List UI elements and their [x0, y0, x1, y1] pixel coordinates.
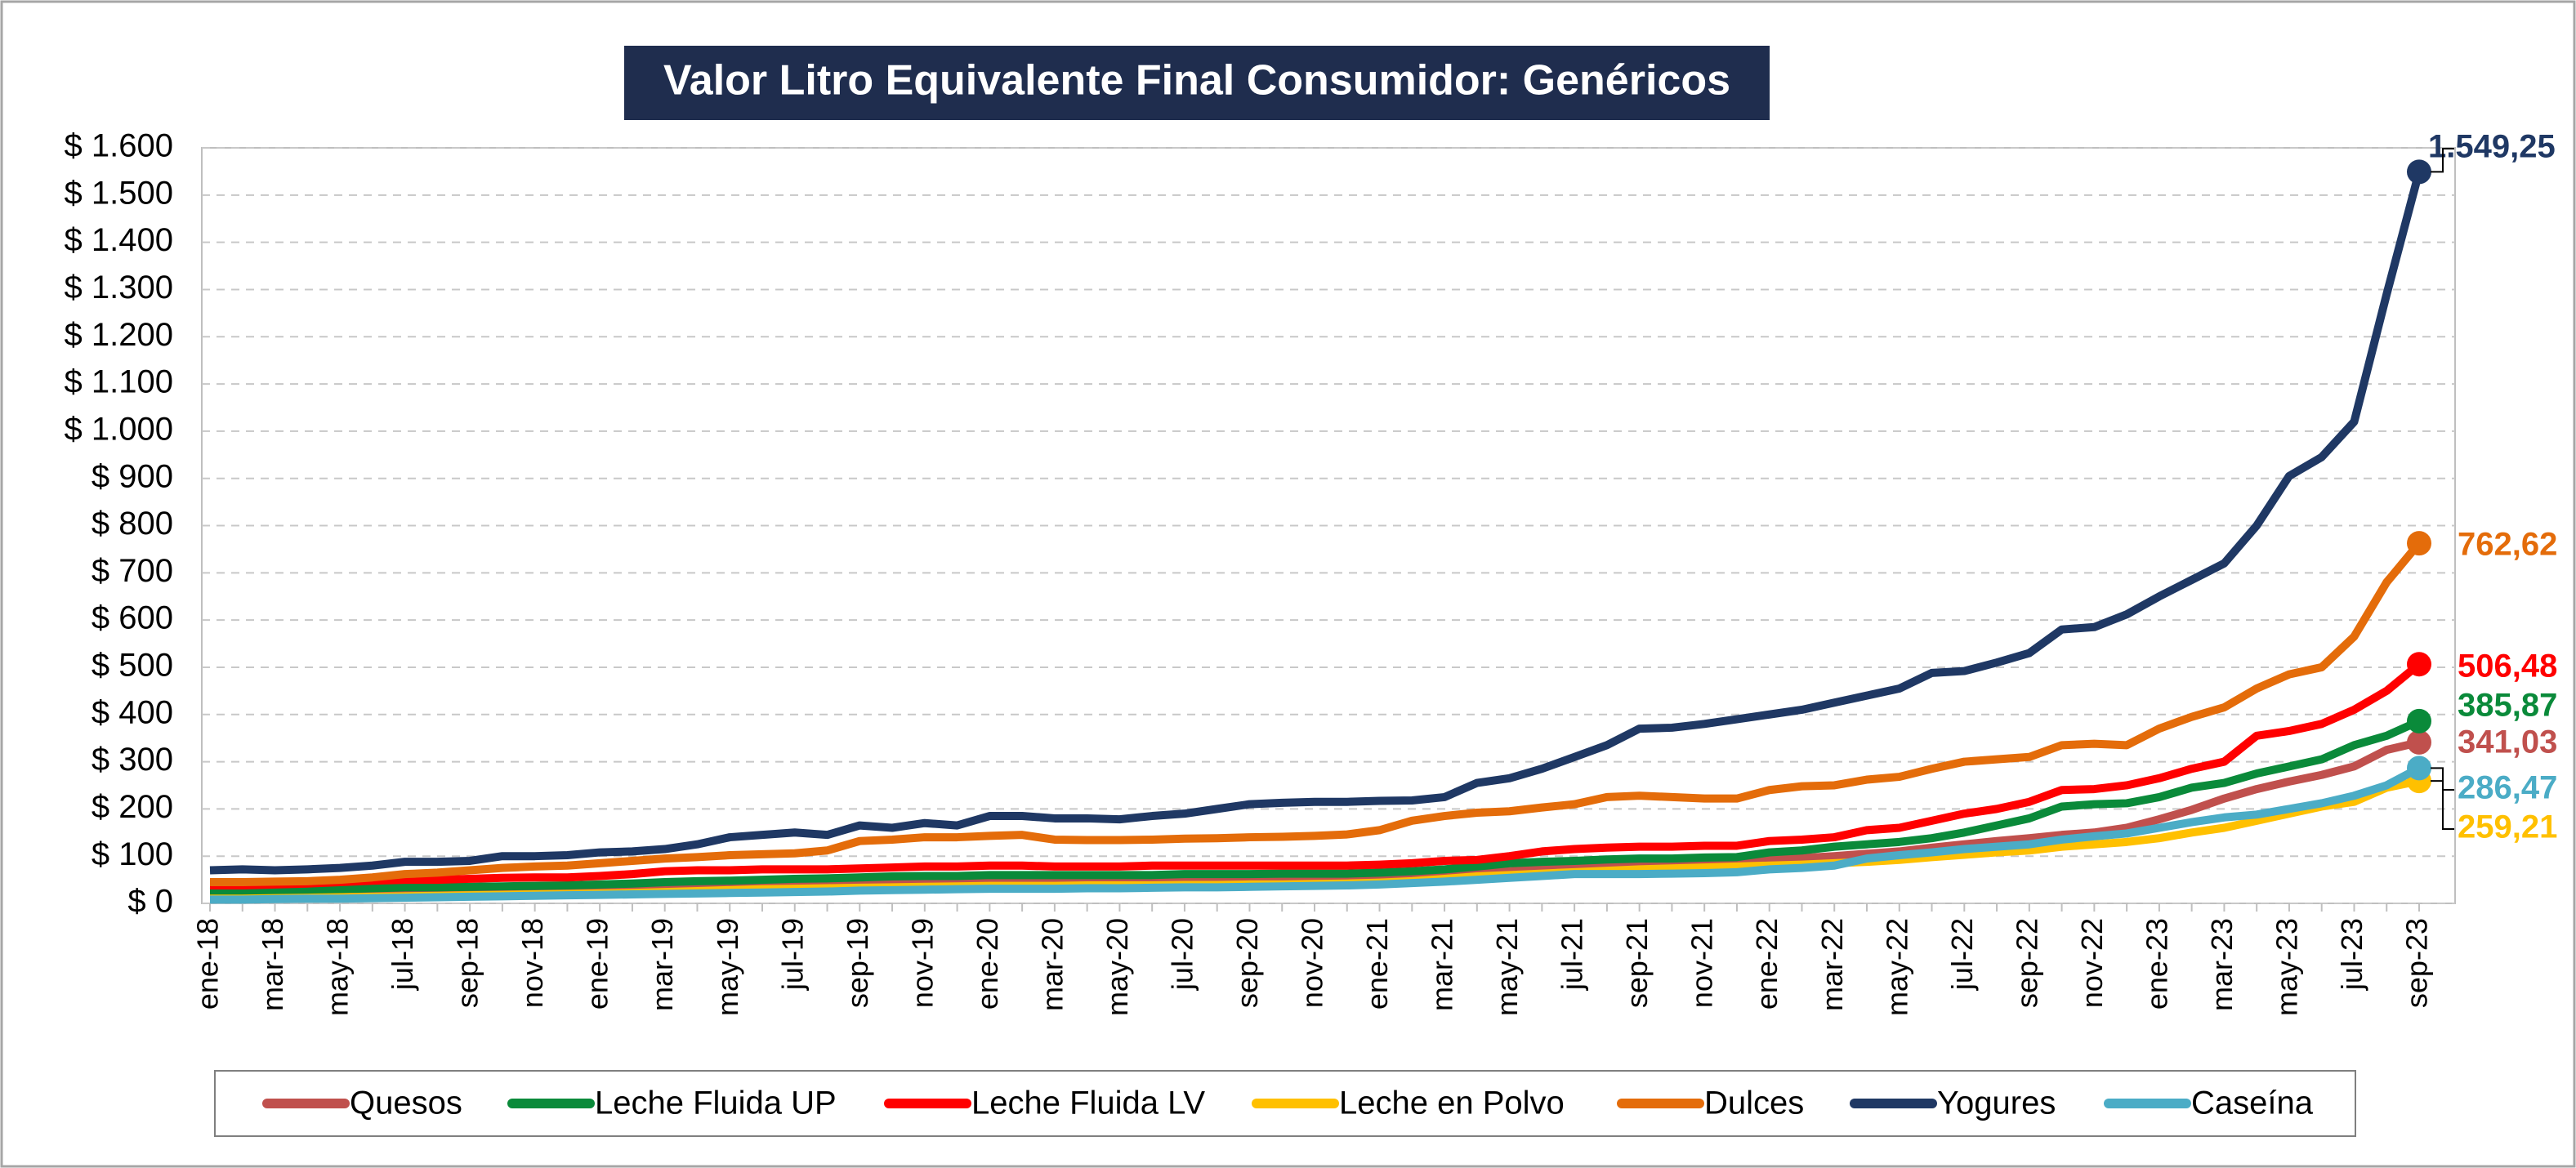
- value-label: 341,03: [2458, 724, 2557, 760]
- x-tick-label: nov-18: [516, 918, 549, 1008]
- x-tick-label: jul-21: [1556, 918, 1589, 991]
- x-tick-label: jul-19: [775, 918, 809, 991]
- x-tick-label: ene-18: [191, 918, 225, 1010]
- x-tick-label: mar-21: [1426, 918, 1459, 1011]
- x-tick-label: mar-19: [645, 918, 679, 1011]
- series-line: [209, 717, 2422, 896]
- series-line: [210, 661, 2422, 890]
- y-tick-label: $ 1.100: [65, 364, 173, 400]
- x-tick-label: mar-23: [2205, 918, 2239, 1011]
- x-tick-label: may-22: [1880, 918, 1913, 1016]
- y-tick-label: $ 300: [92, 742, 173, 778]
- x-tick-label: sep-18: [451, 918, 484, 1008]
- x-tick-label: jul-18: [386, 918, 419, 991]
- x-tick-label: jul-22: [1945, 918, 1979, 991]
- title-box: [624, 46, 1770, 120]
- y-tick-label: $ 1.400: [65, 222, 173, 258]
- y-tick-label: $ 800: [92, 506, 173, 542]
- value-label: 259,21: [2458, 809, 2557, 845]
- end-marker: [2407, 531, 2431, 556]
- value-label: 762,62: [2458, 527, 2557, 563]
- y-tick-label: $ 1.200: [65, 317, 173, 353]
- x-tick-label: ene-22: [1750, 918, 1784, 1010]
- y-tick-label: $ 200: [92, 789, 173, 825]
- end-marker: [2407, 159, 2431, 185]
- legend-label: Leche en Polvo: [1339, 1086, 1565, 1121]
- value-label: 1.549,25: [2428, 129, 2556, 165]
- legend-label: Yogures: [1937, 1086, 2056, 1121]
- value-label: 385,87: [2458, 688, 2557, 724]
- x-tick-label: may-23: [2270, 918, 2303, 1016]
- x-tick-label: sep-22: [2010, 918, 2043, 1008]
- x-tick-label: may-21: [1490, 918, 1524, 1016]
- leader-line: [2431, 767, 2454, 791]
- x-tick-label: nov-21: [1685, 918, 1719, 1008]
- legend-label: Leche Fluida LV: [971, 1086, 1205, 1121]
- x-tick-label: jul-20: [1165, 918, 1199, 991]
- x-tick-label: ene-23: [2140, 918, 2173, 1010]
- end-marker: [2407, 729, 2431, 755]
- y-tick-label: $ 1.000: [65, 411, 173, 447]
- y-tick-label: $ 400: [92, 694, 173, 730]
- x-tick-label: sep-19: [841, 918, 874, 1008]
- leader-line: [2431, 148, 2454, 173]
- end-marker: [2407, 708, 2431, 733]
- y-tick-label: $ 600: [92, 600, 173, 636]
- chart-title: Valor Litro Equivalente Final Consumidor…: [663, 57, 1730, 105]
- series-line: [210, 764, 2422, 904]
- x-tick-label: ene-21: [1360, 918, 1394, 1010]
- y-tick-label: $ 0: [127, 884, 173, 920]
- x-tick-label: may-19: [711, 918, 744, 1016]
- legend-label: Caseína: [2191, 1086, 2314, 1121]
- x-tick-label: may-20: [1100, 918, 1134, 1016]
- value-label: 506,48: [2458, 649, 2557, 684]
- value-label: 286,47: [2458, 770, 2557, 806]
- leader-line: [2431, 780, 2454, 830]
- x-tick-label: sep-20: [1230, 918, 1264, 1008]
- end-marker: [2407, 756, 2431, 781]
- x-tick-label: may-18: [321, 918, 355, 1016]
- y-tick-label: $ 1.300: [65, 270, 173, 305]
- series-line: [210, 540, 2422, 886]
- legend-label: Leche Fluida UP: [595, 1086, 837, 1121]
- legend-label: Dulces: [1704, 1086, 1804, 1121]
- x-tick-label: mar-18: [256, 918, 289, 1011]
- x-tick-label: nov-19: [905, 918, 939, 1008]
- x-tick-label: mar-20: [1035, 918, 1069, 1011]
- series-line: [209, 171, 2423, 875]
- x-tick-label: nov-20: [1296, 918, 1329, 1008]
- x-tick-label: sep-21: [1620, 918, 1654, 1008]
- y-tick-label: $ 500: [92, 648, 173, 684]
- x-tick-label: jul-23: [2335, 918, 2368, 991]
- x-tick-label: nov-22: [2075, 918, 2109, 1008]
- y-tick-label: $ 1.500: [65, 175, 173, 211]
- x-tick-label: mar-22: [1815, 918, 1849, 1011]
- y-tick-label: $ 100: [92, 836, 173, 872]
- y-tick-label: $ 1.600: [65, 128, 173, 164]
- legend-label: Quesos: [350, 1086, 462, 1121]
- x-tick-label: ene-20: [971, 918, 1004, 1010]
- end-marker: [2407, 652, 2431, 677]
- y-tick-label: $ 700: [92, 553, 173, 589]
- x-tick-label: ene-19: [581, 918, 614, 1010]
- x-tick-label: sep-23: [2400, 918, 2434, 1008]
- y-tick-label: $ 900: [92, 458, 173, 494]
